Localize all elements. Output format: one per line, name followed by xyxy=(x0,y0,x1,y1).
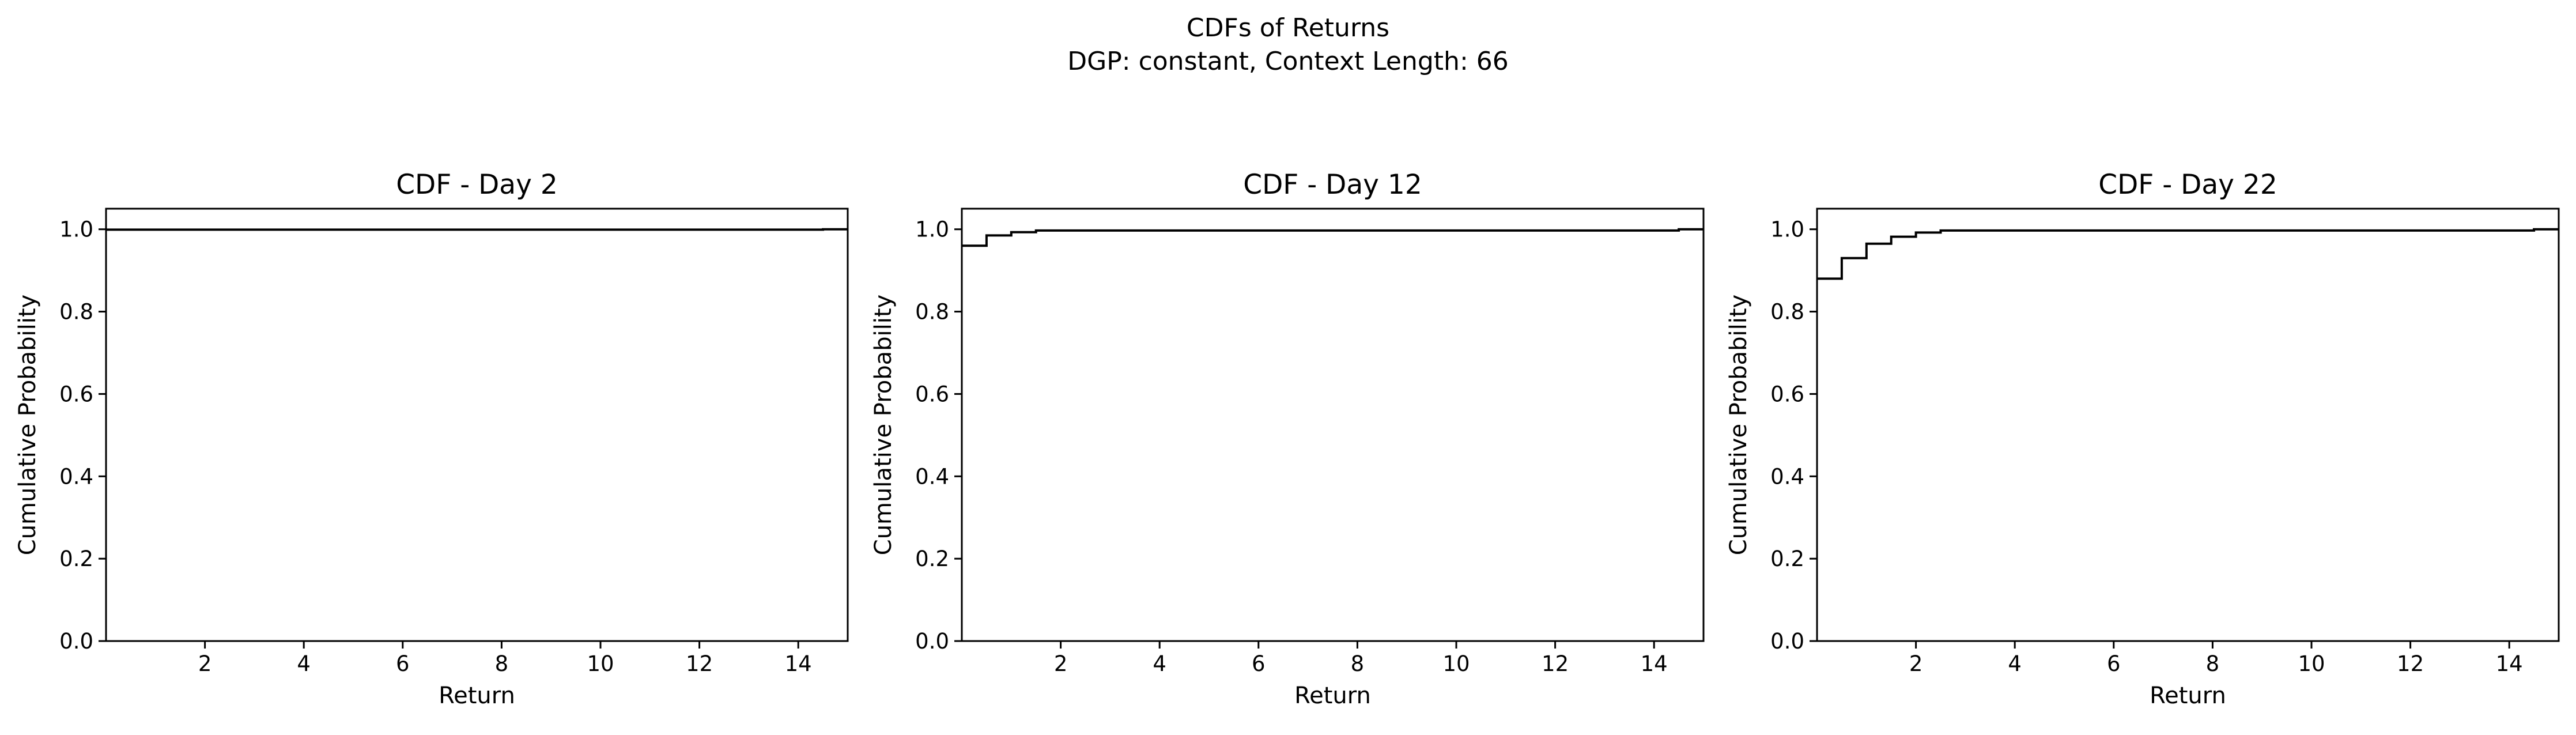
x-tick-label: 12 xyxy=(686,651,713,676)
x-tick-label: 4 xyxy=(2008,651,2022,676)
y-tick-label: 0.8 xyxy=(915,300,949,325)
cdf-line-series-1 xyxy=(106,228,848,231)
y-axis-label: Cumulative Probability xyxy=(14,295,41,555)
x-tick-label: 10 xyxy=(2298,651,2325,676)
x-tick-label: 4 xyxy=(297,651,311,676)
subplot-2: CDF - Day 12 2 4 6 8 10 12 14 0.0 0.2 0.4 0.6 0.8 1.0… xyxy=(870,169,1705,709)
subplot-3: CDF - Day 22 2 4 6 8 10 12 14 0.0 0.2 0.4 0.6 0.8 1.0… xyxy=(1725,169,2560,709)
x-tick-label: 10 xyxy=(587,651,614,676)
y-tick-label: 1.0 xyxy=(59,217,93,242)
x-tick-label: 6 xyxy=(2107,651,2121,676)
x-tick-label: 12 xyxy=(2397,651,2424,676)
y-tick-label: 0.4 xyxy=(59,464,93,489)
y-tick-label: 0.8 xyxy=(59,300,93,325)
subplots: CDF - Day 22 4 6 8 10 12 140.00.20.40.60.81.0R… xyxy=(14,169,2560,709)
x-axis-label: Return xyxy=(2150,683,2226,709)
x-tick-label: 14 xyxy=(2496,651,2523,676)
y-tick-label: 0.2 xyxy=(59,546,93,571)
y-tick-label: 0.2 xyxy=(1770,546,1804,571)
y-tick-label: 0.6 xyxy=(59,382,93,406)
x-tick-label: 14 xyxy=(1641,651,1668,676)
x-tick-label: 6 xyxy=(1252,651,1266,676)
x-tick-label: 2 xyxy=(1054,651,1068,676)
axes-frame xyxy=(1816,208,2560,642)
x-tick-label: 4 xyxy=(1153,651,1166,676)
y-tick-label: 1.0 xyxy=(1770,217,1804,242)
y-tick-label: 0.6 xyxy=(1770,382,1804,406)
subplot-title: CDF - Day 2 xyxy=(396,169,558,201)
axes-frame xyxy=(961,208,1705,642)
x-tick-label: 14 xyxy=(785,651,812,676)
y-tick-label: 0.4 xyxy=(1770,464,1804,489)
x-tick-label: 2 xyxy=(1909,651,1923,676)
subplot-title: CDF - Day 22 xyxy=(2098,169,2277,201)
y-tick-label: 0.0 xyxy=(1770,629,1804,654)
subplot-1: CDF - Day 2 2 4 6 8 10 12 14 0.0 0.2 0.4 0.6 0.8 1.0 R… xyxy=(14,169,849,709)
figure-title-line1: CDFs of Returns xyxy=(1187,13,1389,43)
cdf-line-series-1 xyxy=(1817,228,2559,280)
x-tick-label: 2 xyxy=(198,651,212,676)
x-tick-label: 8 xyxy=(1351,651,1365,676)
x-tick-label: 10 xyxy=(1442,651,1470,676)
x-tick-label: 8 xyxy=(2206,651,2220,676)
x-axis-label: Return xyxy=(439,683,515,709)
subplot-title: CDF - Day 12 xyxy=(1243,169,1422,201)
y-tick-label: 0.2 xyxy=(915,546,949,571)
y-tick-label: 0.0 xyxy=(915,629,949,654)
y-axis-label: Cumulative Probability xyxy=(870,295,897,555)
y-tick-label: 0.4 xyxy=(915,464,949,489)
y-tick-label: 0.8 xyxy=(1770,300,1804,325)
y-tick-label: 1.0 xyxy=(915,217,949,242)
cdf-line-series-1 xyxy=(962,228,1704,247)
y-axis-label: Cumulative Probability xyxy=(1725,295,1752,555)
figure-title-line2: DGP: constant, Context Length: 66 xyxy=(1067,47,1509,76)
x-tick-label: 8 xyxy=(495,651,509,676)
x-axis-label: Return xyxy=(1294,683,1371,709)
y-tick-label: 0.0 xyxy=(59,629,93,654)
x-tick-label: 12 xyxy=(1542,651,1569,676)
x-tick-label: 6 xyxy=(396,651,410,676)
y-tick-label: 0.6 xyxy=(915,382,949,406)
axes-frame xyxy=(105,208,849,642)
